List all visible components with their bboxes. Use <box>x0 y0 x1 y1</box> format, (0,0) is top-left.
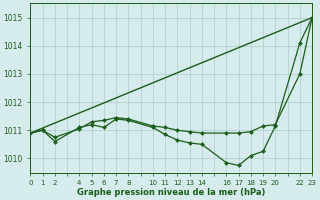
X-axis label: Graphe pression niveau de la mer (hPa): Graphe pression niveau de la mer (hPa) <box>77 188 265 197</box>
